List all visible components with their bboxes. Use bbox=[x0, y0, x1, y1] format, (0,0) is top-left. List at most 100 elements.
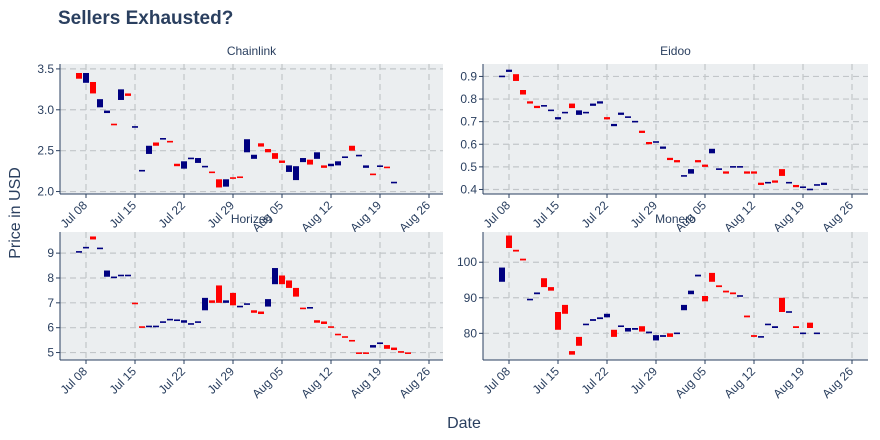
candle bbox=[639, 326, 645, 332]
x-axis-title: Date bbox=[447, 415, 481, 432]
x-tick-label: Aug 19 bbox=[347, 364, 384, 401]
y-tick-label: 0.4 bbox=[460, 182, 477, 196]
candle bbox=[139, 169, 145, 172]
candle bbox=[520, 258, 526, 261]
x-tick-label: Aug 26 bbox=[819, 364, 856, 401]
candle bbox=[814, 332, 820, 335]
candle bbox=[300, 307, 306, 310]
y-tick-label: 0.7 bbox=[460, 115, 477, 129]
y-tick-label: 2.0 bbox=[37, 185, 54, 199]
x-tick-label: Jul 29 bbox=[628, 364, 661, 397]
candle bbox=[335, 333, 341, 336]
subplot-title: Eidoo bbox=[660, 44, 691, 58]
subplot-eidoo: Eidoo 0.4 0.5 0.6 0.7 0.8 0.9 Jul 08 Jul 15 Jul 2… bbox=[460, 44, 868, 235]
x-tick-label: Aug 19 bbox=[347, 198, 384, 235]
candle bbox=[181, 320, 187, 323]
candle bbox=[681, 175, 687, 177]
candle bbox=[730, 166, 736, 168]
candle bbox=[667, 157, 673, 161]
candle bbox=[695, 160, 701, 163]
candle bbox=[807, 322, 813, 328]
x-tick-label: Aug 26 bbox=[396, 364, 433, 401]
candle bbox=[272, 268, 278, 285]
candle bbox=[202, 165, 208, 168]
candle bbox=[90, 81, 96, 94]
candle bbox=[583, 323, 589, 326]
candle bbox=[307, 307, 313, 309]
candle bbox=[625, 328, 631, 332]
candle bbox=[695, 274, 701, 277]
y-tick-label: 0.8 bbox=[460, 92, 477, 106]
candle bbox=[356, 154, 362, 157]
candle bbox=[674, 160, 680, 163]
plot-background bbox=[60, 64, 443, 194]
candle bbox=[384, 166, 390, 169]
candle bbox=[279, 160, 285, 163]
candle bbox=[118, 89, 124, 100]
candle bbox=[83, 246, 89, 249]
candle bbox=[800, 186, 806, 189]
candle bbox=[779, 169, 785, 176]
x-tick-label: Jul 22 bbox=[579, 364, 612, 397]
x-tick-label: Aug 26 bbox=[819, 198, 856, 235]
candle bbox=[76, 72, 82, 79]
candle bbox=[139, 326, 145, 328]
candle bbox=[765, 323, 771, 326]
candle bbox=[132, 302, 138, 305]
candle bbox=[534, 292, 540, 295]
candle bbox=[611, 329, 617, 337]
candle bbox=[744, 315, 750, 318]
candle bbox=[349, 339, 355, 342]
candle bbox=[160, 321, 166, 323]
candle bbox=[730, 292, 736, 295]
candle bbox=[576, 110, 582, 115]
x-tick-label: Jul 08 bbox=[58, 364, 91, 397]
x-tick-label: Jul 15 bbox=[530, 364, 563, 397]
candle bbox=[391, 181, 397, 184]
y-tick-label: 100 bbox=[457, 255, 477, 269]
candle bbox=[548, 109, 554, 112]
candle bbox=[506, 235, 512, 248]
candle bbox=[604, 313, 610, 318]
candle bbox=[618, 112, 624, 115]
candle bbox=[181, 161, 187, 169]
candle bbox=[97, 247, 103, 250]
x-tick-label: Jul 15 bbox=[530, 198, 563, 231]
candle bbox=[377, 165, 383, 168]
x-tick-label: Aug 12 bbox=[721, 198, 758, 235]
candle bbox=[195, 321, 201, 323]
candle bbox=[597, 317, 603, 320]
candle bbox=[513, 249, 519, 252]
x-tick-label: Aug 05 bbox=[249, 364, 286, 401]
candle bbox=[363, 352, 369, 354]
x-tick-label: Jul 29 bbox=[205, 364, 238, 397]
x-tick-label: Aug 12 bbox=[298, 364, 335, 401]
candle bbox=[251, 154, 257, 159]
candle bbox=[548, 287, 554, 291]
candle bbox=[527, 298, 533, 301]
x-tick-label: Jul 22 bbox=[156, 364, 189, 397]
candle bbox=[765, 181, 771, 184]
plot-background bbox=[483, 64, 868, 194]
candle bbox=[307, 159, 313, 165]
candle bbox=[132, 126, 138, 128]
candle bbox=[737, 166, 743, 168]
candle bbox=[104, 110, 110, 114]
candle bbox=[772, 180, 778, 183]
candle bbox=[681, 304, 687, 311]
candle bbox=[258, 143, 264, 147]
candle bbox=[716, 168, 722, 170]
candle bbox=[807, 188, 813, 191]
candle bbox=[674, 332, 680, 335]
candle bbox=[688, 169, 694, 174]
candle bbox=[625, 116, 631, 118]
candle bbox=[541, 278, 547, 288]
candle bbox=[76, 251, 82, 253]
candle bbox=[97, 99, 103, 108]
plot-background bbox=[483, 232, 868, 360]
candle bbox=[688, 290, 694, 295]
candle bbox=[230, 177, 236, 179]
candle bbox=[216, 285, 222, 303]
candle bbox=[562, 304, 568, 314]
